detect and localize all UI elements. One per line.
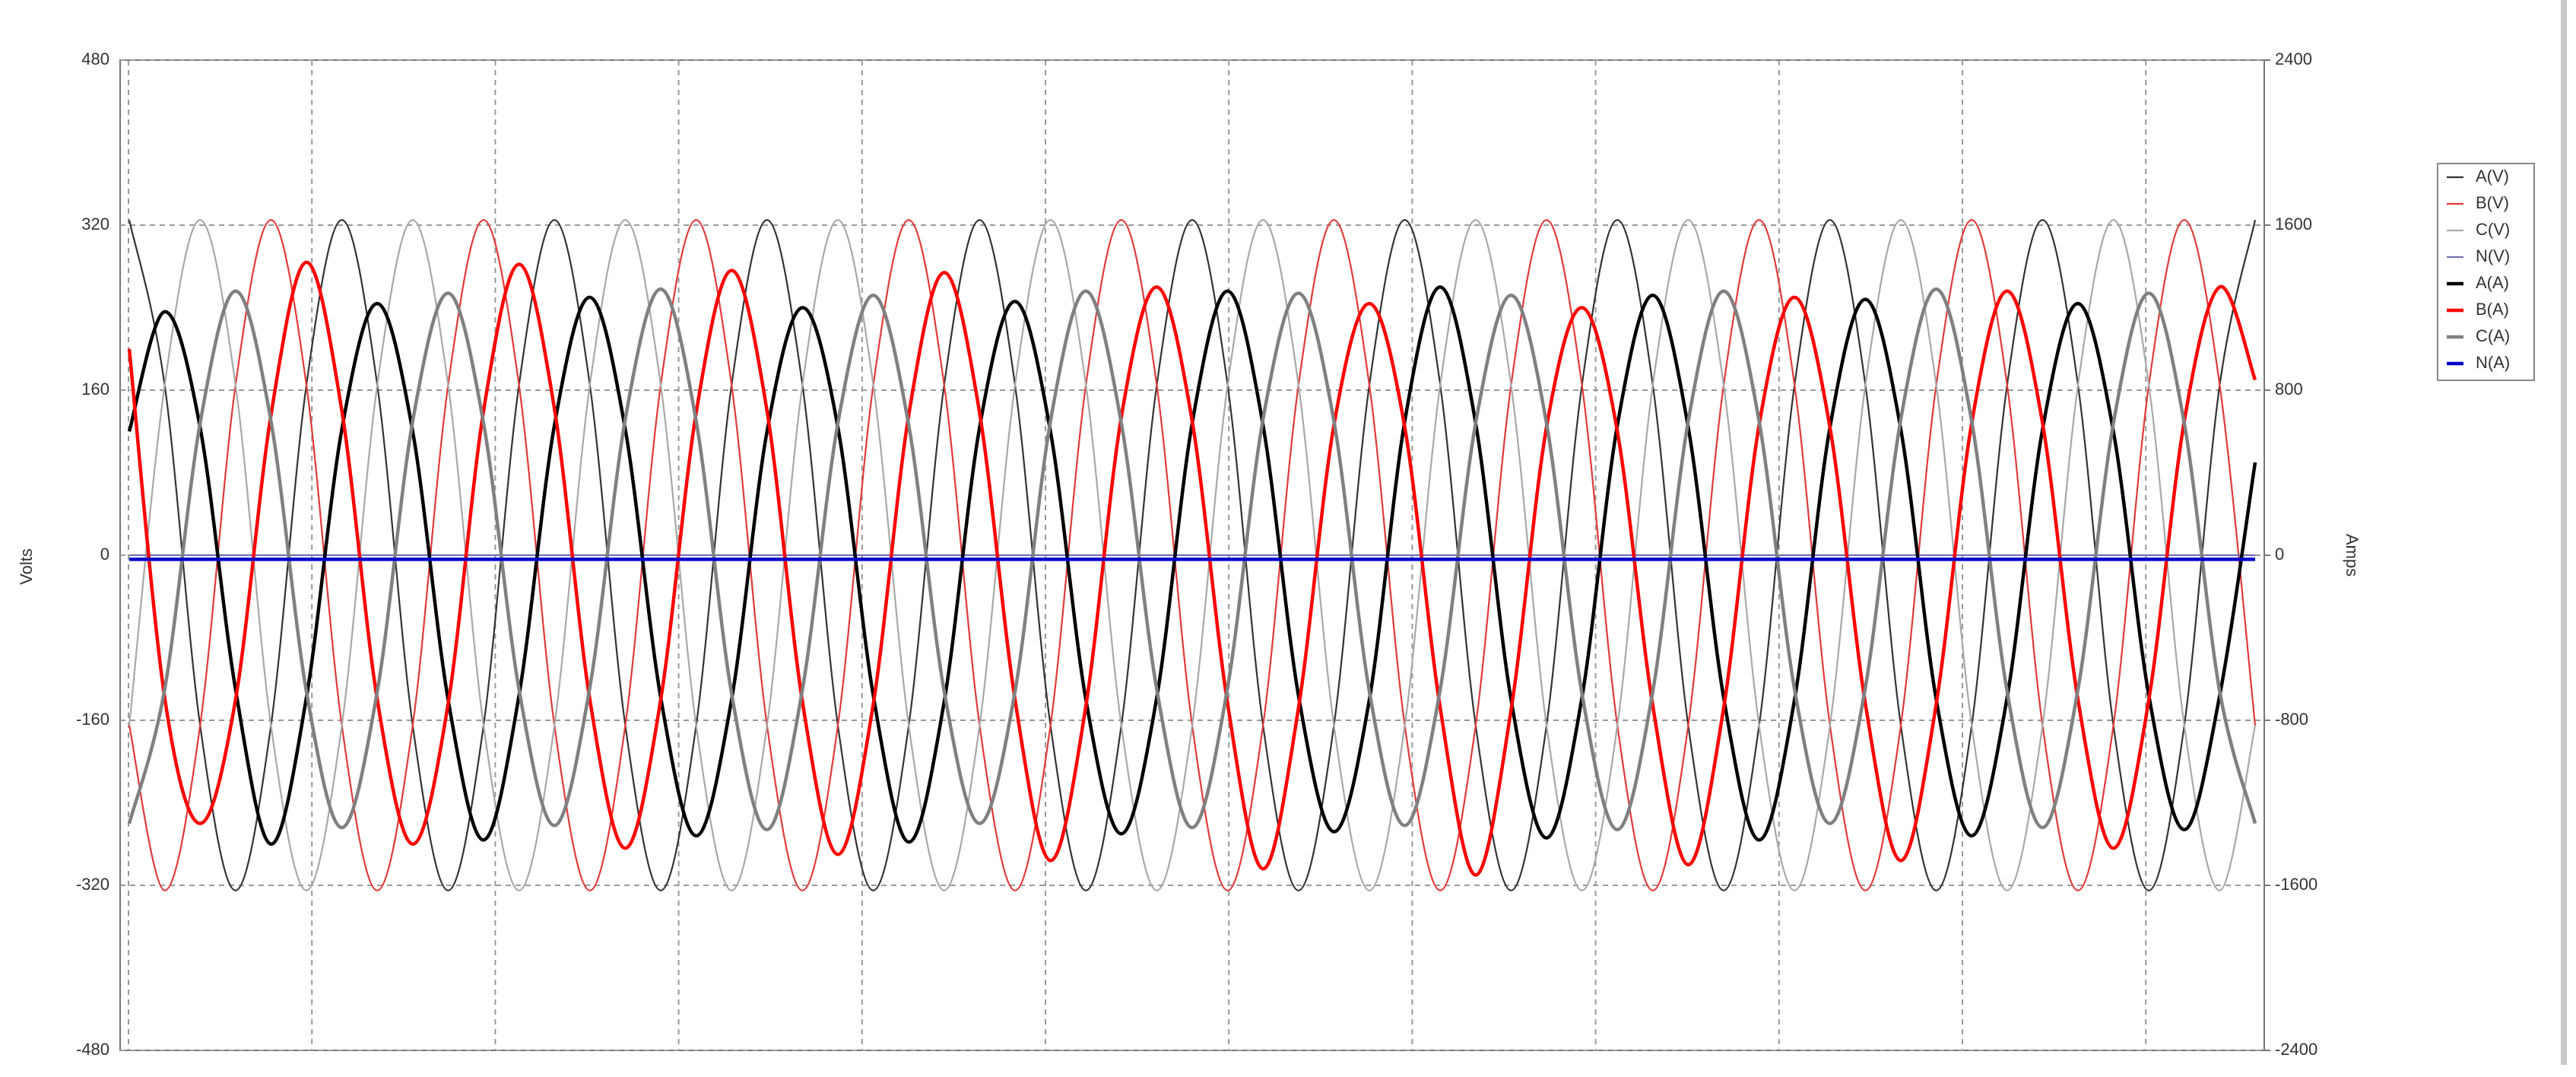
y-axis-label: Volts [17,548,36,585]
series-line [128,219,2257,891]
legend-label: C(V) [2476,220,2510,239]
y2-tick-label: -1600 [2275,875,2317,894]
legend-label: A(A) [2476,273,2509,292]
y-tick-label: 160 [81,380,109,399]
y2-tick-label: 0 [2275,545,2284,564]
y2-tick-label: 1600 [2275,214,2312,234]
series-line [127,285,2257,846]
y2-tick-label: 800 [2275,380,2303,399]
y-tick-label: 320 [81,214,109,234]
legend-label: A(V) [2476,167,2509,186]
legend-box [2437,163,2535,381]
series-line [127,260,2257,877]
y-tick-label: -480 [76,1040,109,1059]
y-tick-label: 480 [81,49,109,68]
legend-label: C(A) [2476,326,2510,345]
series-line [127,287,2257,832]
y-tick-label: -160 [76,710,109,729]
legend-label: N(V) [2476,246,2510,265]
legend-label: B(A) [2476,300,2509,319]
side-bar [2561,0,2567,1065]
y2-tick-label: -800 [2275,710,2308,729]
y2-tick-label: -2400 [2275,1040,2317,1059]
y-tick-label: -320 [76,875,109,894]
y-tick-label: 0 [100,545,109,564]
y2-tick-label: 2400 [2275,49,2312,68]
y2-axis-label: Amps [2343,534,2362,577]
legend-label: B(V) [2476,193,2509,212]
series-line [128,219,2257,891]
legend-label: N(A) [2476,353,2510,372]
